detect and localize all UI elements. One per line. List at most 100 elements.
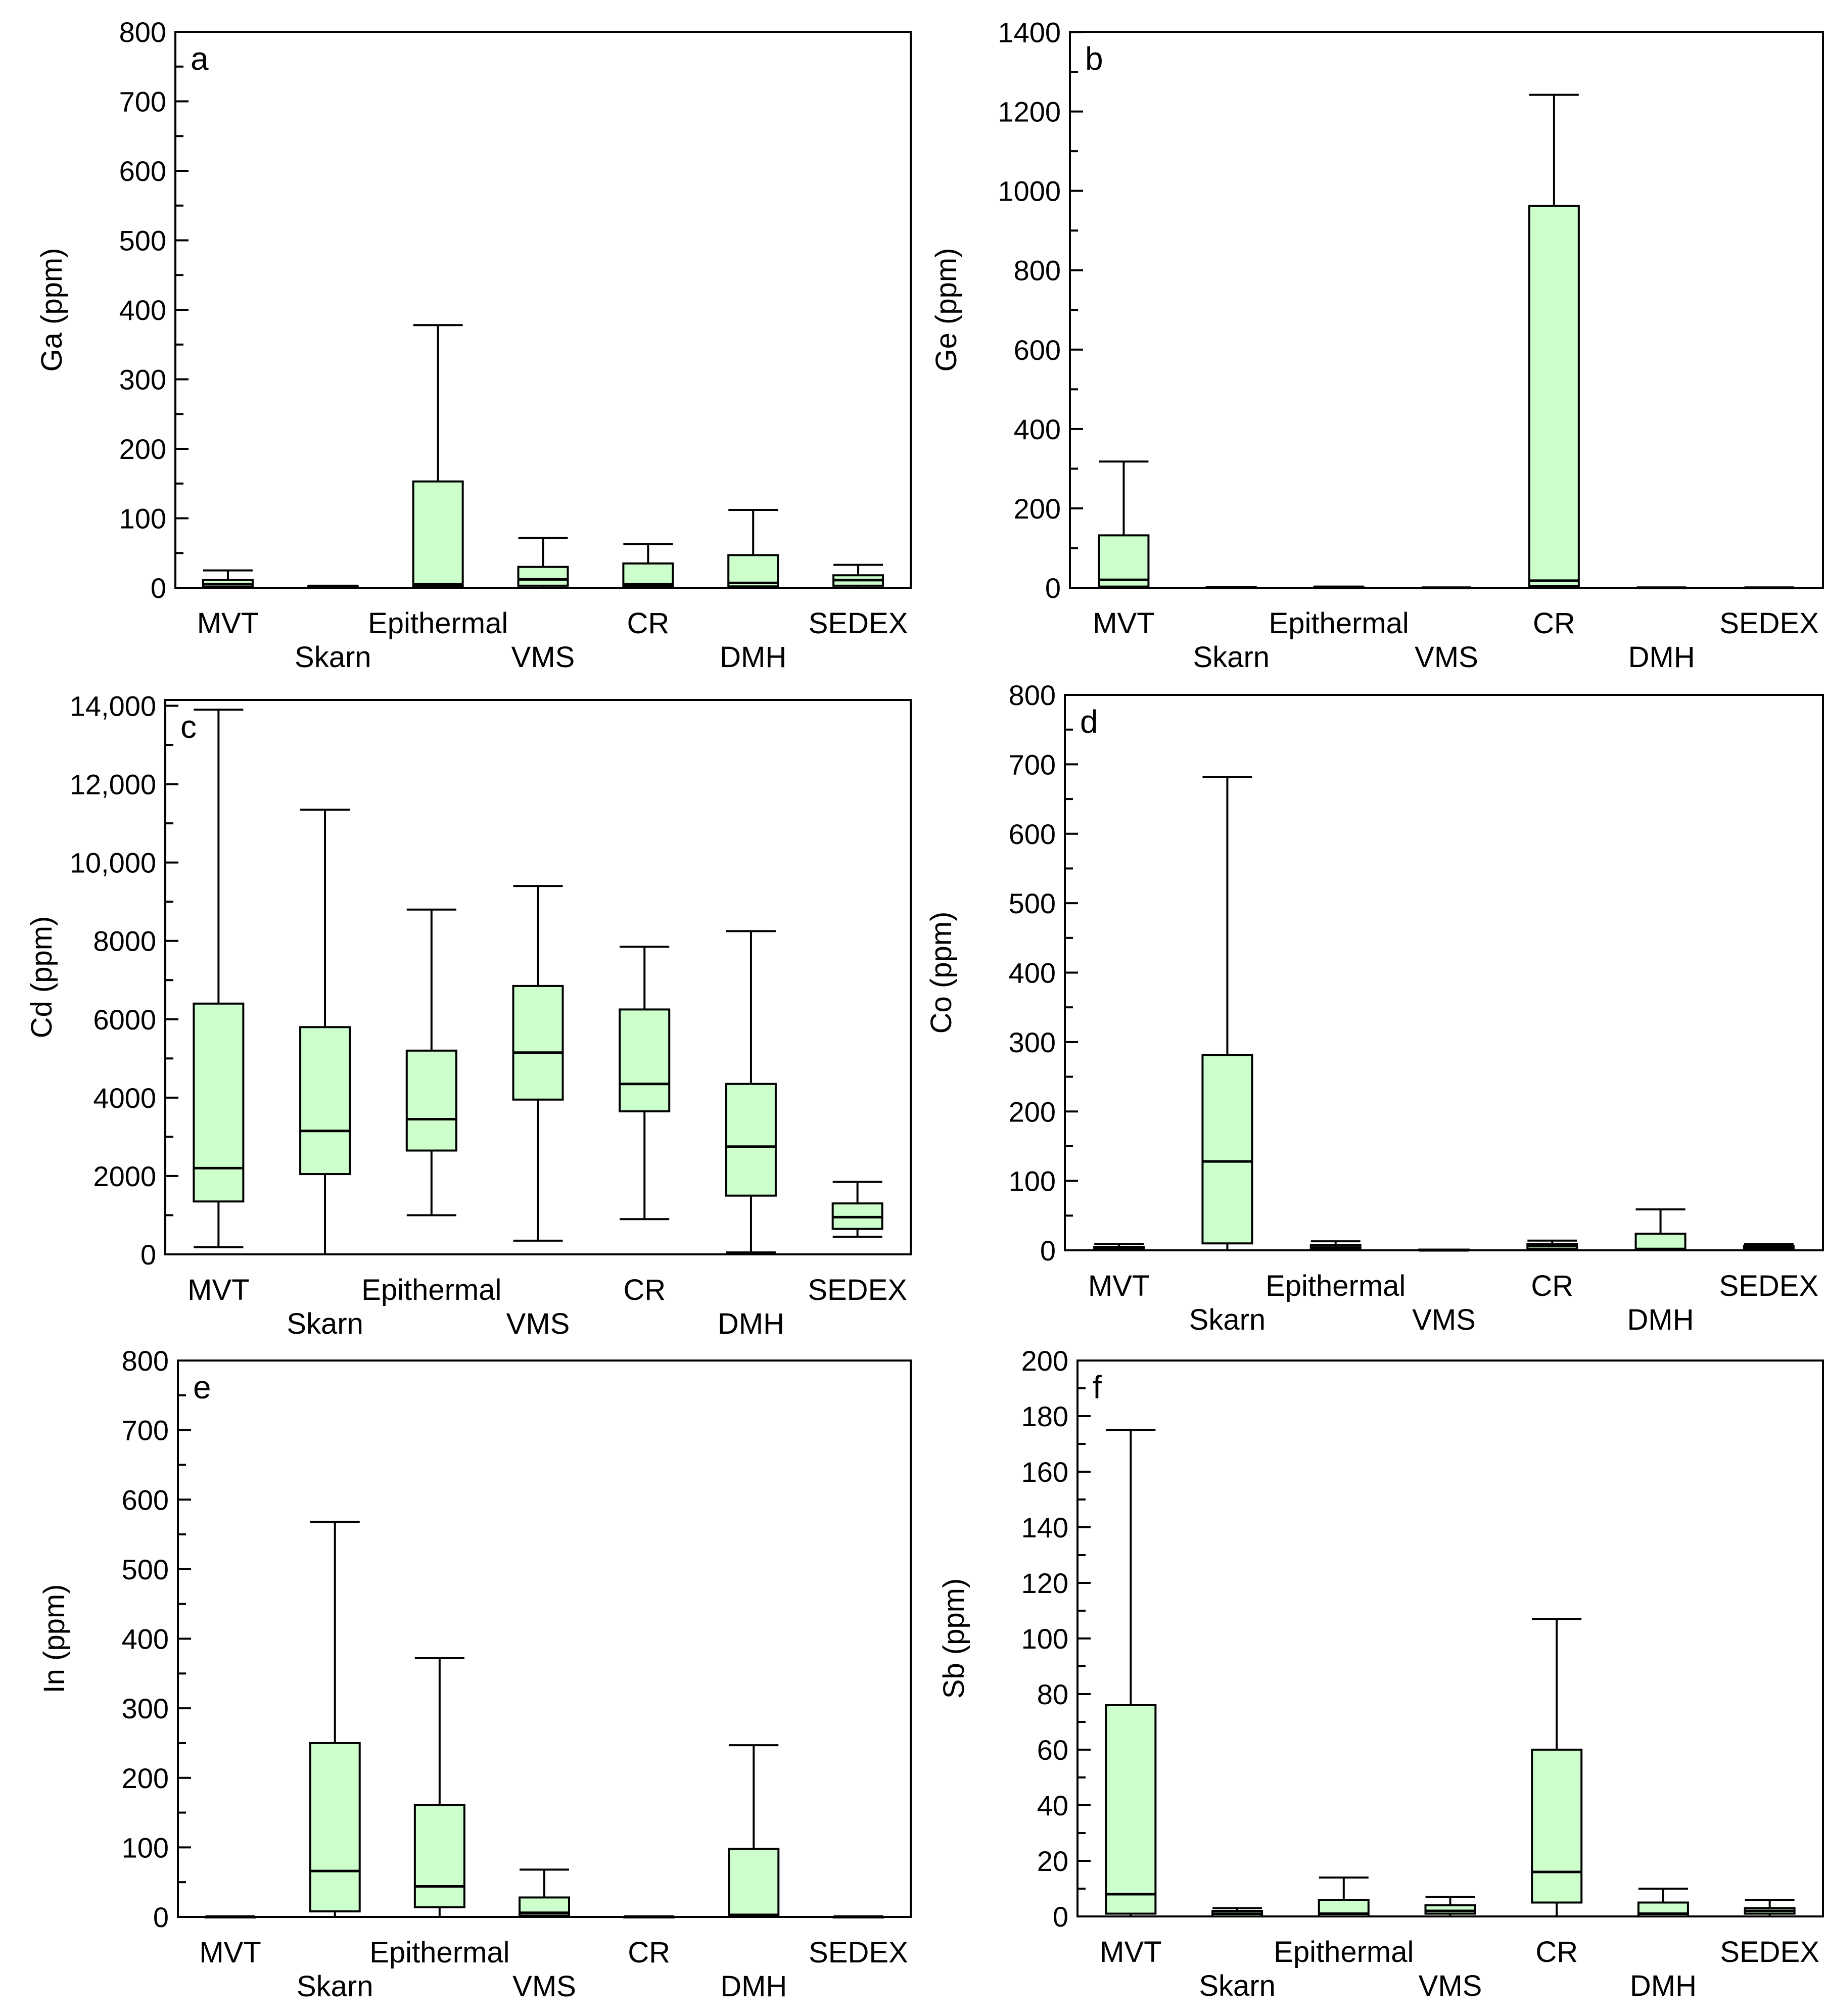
panel-letter: f [1093, 1369, 1102, 1405]
y-tick-label: 1000 [998, 175, 1061, 207]
y-tick-label: 500 [122, 1554, 169, 1585]
category-label: Skarn [287, 1307, 363, 1340]
box-iqr [1531, 1749, 1583, 1904]
category-label: SEDEX [1720, 1936, 1819, 1968]
plot-frame [1076, 1359, 1824, 1917]
panel-letter: b [1085, 40, 1103, 77]
category-label: CR [1533, 607, 1575, 640]
panel-d: 0 100 200 300 400 500 600 700 800 Co (ppm) d MVT Ska… [925, 679, 1824, 1336]
category-label: VMS [506, 1307, 570, 1340]
box-iqr [1528, 205, 1580, 587]
box-sedex [1743, 1243, 1795, 1251]
category-label: SEDEX [808, 1274, 907, 1306]
box-skarn [299, 808, 351, 1255]
y-tick-label: 14,000 [70, 690, 156, 722]
box-cr [622, 543, 674, 589]
panel-f: 0 20 40 60 80 100 120 140 160 180 200 Sb (ppm) f MVT S… [938, 1345, 1824, 2002]
y-tick-label: 700 [1009, 748, 1056, 780]
category-label: VMS [512, 1970, 576, 2003]
box-cr [1531, 1618, 1583, 1917]
category-label: VMS [1419, 1970, 1482, 2002]
box-iqr [1424, 1904, 1476, 1915]
y-tick-label: 400 [1014, 413, 1061, 445]
category-label: MVT [188, 1274, 249, 1306]
category-label: DMH [718, 1307, 784, 1340]
box-sedex [832, 564, 884, 589]
category-label: Skarn [297, 1970, 373, 2003]
y-tick-label: 100 [1021, 1623, 1068, 1655]
plot-frame [174, 31, 912, 589]
box-iqr [1201, 1054, 1253, 1245]
y-tick-label: 180 [1021, 1400, 1068, 1432]
box-cr [619, 946, 671, 1221]
y-tick-label: 8000 [93, 925, 156, 957]
y-axis-title: Cd (ppm) [25, 916, 58, 1039]
box-iqr [405, 1049, 457, 1152]
category-label: DMH [720, 1970, 787, 2003]
category-label: SEDEX [809, 1936, 908, 1969]
box-sedex [1744, 1899, 1796, 1917]
box-iqr [728, 1848, 780, 1917]
panel-b: 0 200 400 600 800 1000 1200 1400 Ge (ppm) b MVT Ska… [930, 17, 1824, 674]
box-dmh [1637, 1888, 1689, 1917]
y-tick-label: 160 [1021, 1456, 1068, 1488]
box-mvt [204, 1915, 256, 1918]
y-tick-label: 400 [119, 294, 166, 326]
category-label: CR [1535, 1936, 1578, 1968]
box-mvt [1105, 1429, 1157, 1917]
y-tick-label: 0 [140, 1239, 156, 1271]
y-tick-label: 300 [119, 364, 166, 396]
category-label: DMH [1628, 641, 1695, 674]
category-label: Skarn [1199, 1970, 1276, 2002]
y-tick-label: 12,000 [70, 769, 156, 801]
y-axis-title: Ga (ppm) [35, 248, 68, 372]
y-tick-label: 700 [119, 86, 166, 118]
panel-letter: c [180, 709, 197, 745]
y-tick-label: 400 [122, 1623, 169, 1655]
category-label: MVT [1088, 1270, 1150, 1302]
y-tick-label: 0 [1053, 1901, 1068, 1933]
box-dmh [1635, 586, 1688, 589]
y-tick-label: 120 [1021, 1567, 1068, 1599]
y-tick-label: 800 [119, 16, 166, 48]
plot-frame [1064, 694, 1824, 1251]
box-iqr [1105, 1704, 1157, 1915]
box-dmh [727, 509, 779, 589]
box-dmh [725, 930, 777, 1254]
category-label: VMS [1412, 1303, 1476, 1336]
y-tick-label: 140 [1021, 1512, 1068, 1543]
category-label: CR [1531, 1270, 1573, 1302]
box-iqr [309, 1742, 361, 1912]
category-label: DMH [1627, 1303, 1694, 1336]
box-vms [519, 1868, 570, 1918]
box-skarn [1211, 1907, 1263, 1917]
y-tick-label: 800 [1014, 255, 1061, 287]
y-axis-title: Sb (ppm) [938, 1578, 970, 1699]
category-label: CR [627, 607, 669, 640]
y-tick-label: 300 [1009, 1026, 1056, 1058]
y-tick-label: 0 [151, 572, 166, 604]
panel-a: 0 100 200 300 400 500 600 700 800 Ga (ppm) a MVT Ska… [35, 16, 912, 674]
y-tick-label: 700 [122, 1415, 169, 1446]
category-label: DMH [720, 641, 786, 674]
category-label: MVT [197, 607, 259, 640]
box-mvt [1093, 1243, 1145, 1251]
box-iqr [412, 480, 464, 588]
box-skarn [1205, 586, 1257, 589]
category-label: SEDEX [809, 607, 908, 640]
y-tick-label: 800 [122, 1345, 169, 1377]
category-label: Epithermal [1266, 1270, 1406, 1302]
box-iqr [727, 554, 779, 588]
box-epithermal [405, 908, 457, 1216]
box-iqr [622, 562, 674, 588]
plot-frame [177, 1359, 912, 1918]
y-tick-label: 60 [1037, 1734, 1068, 1766]
box-dmh [728, 1744, 780, 1918]
category-label: Epithermal [1274, 1936, 1414, 1968]
category-label: SEDEX [1719, 1270, 1819, 1302]
y-tick-label: 10,000 [70, 847, 156, 879]
y-tick-label: 200 [1021, 1345, 1068, 1377]
y-tick-label: 0 [1045, 572, 1061, 604]
y-tick-label: 200 [1014, 493, 1061, 525]
